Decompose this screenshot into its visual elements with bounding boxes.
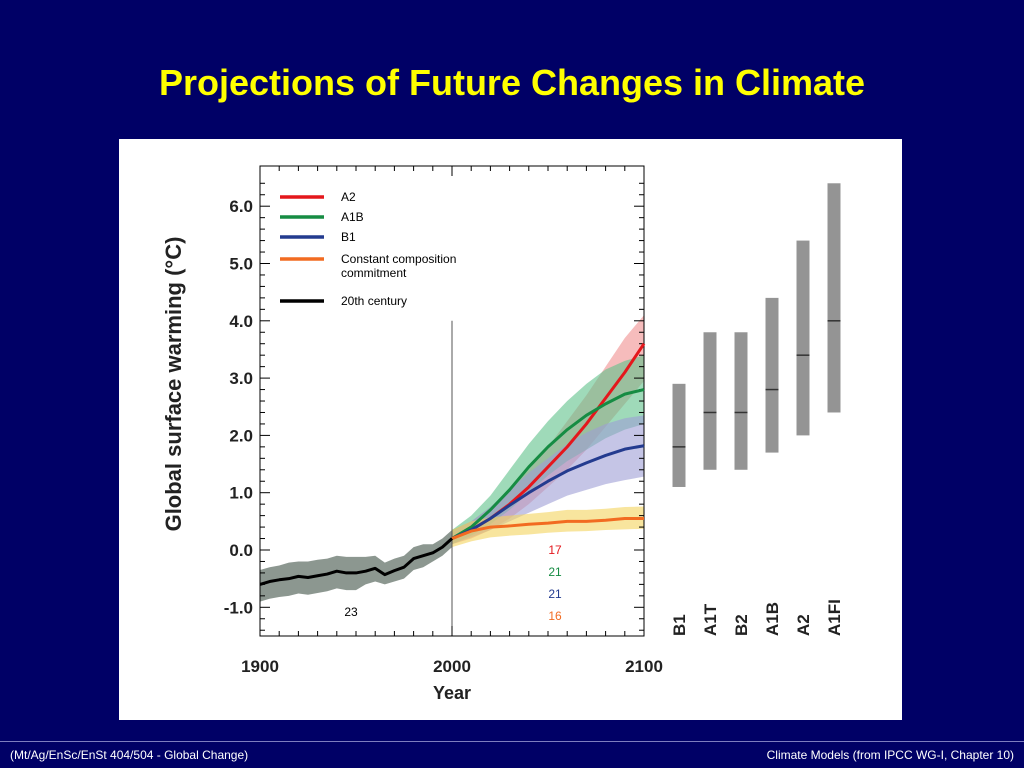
y-axis-title: Global surface warming (°C) (161, 237, 186, 532)
series-lines (259, 342, 646, 586)
footer-source-label: Climate Models (from IPCC WG-I, Chapter … (766, 748, 1014, 762)
band-constant-composition-commitment (452, 506, 644, 548)
y-tick-label: 5.0 (229, 255, 253, 274)
scenario-label: A1B (763, 602, 782, 636)
model-count-annotations: 23 17 21 21 16 (344, 543, 562, 623)
range-bar-a1t (703, 332, 717, 470)
scenario-range-bars: B1 A1T B2 A1B A2 A1FI (670, 183, 844, 636)
band-a1b (452, 355, 644, 545)
range-bar-a1b (765, 297, 779, 453)
model-count-label: 21 (548, 587, 562, 601)
legend-label: B1 (341, 230, 356, 244)
scenario-label: A1FI (825, 599, 844, 636)
scenario-label: B1 (670, 614, 689, 636)
legend-label: A2 (341, 190, 356, 204)
x-tick-label: 2100 (625, 657, 663, 676)
model-count-label: 23 (344, 605, 358, 619)
line-b1 (451, 444, 645, 540)
legend-label: 20th century (341, 294, 407, 308)
band-20th-century (260, 529, 452, 602)
y-tick-label: 0.0 (229, 541, 253, 560)
figure-panel: A2 A1B B1 Constant composition commitment 20t… (119, 139, 902, 720)
line-a1b (451, 388, 645, 540)
axis-labels: -1.0 0.0 1.0 2.0 3.0 4.0 5.0 6.0 1900 2000 2100 Yea… (161, 197, 663, 703)
legend-label: A1B (341, 210, 364, 224)
scenario-label: B2 (732, 614, 751, 636)
footer-divider (0, 741, 1024, 742)
x-tick-label: 2000 (433, 657, 471, 676)
x-axis-title: Year (433, 683, 471, 703)
model-count-label: 17 (548, 543, 562, 557)
footer-course-label: (Mt/Ag/EnSc/EnSt 404/504 - Global Change… (10, 748, 249, 762)
y-tick-label: 2.0 (229, 426, 253, 445)
x-tick-label: 1900 (241, 657, 279, 676)
range-bar-b2 (734, 332, 748, 470)
legend-label: Constant composition (341, 252, 456, 266)
y-tick-label: 6.0 (229, 197, 253, 216)
scenario-label: A2 (794, 614, 813, 636)
model-count-label: 16 (548, 609, 562, 623)
line-constant-composition-commitment (451, 516, 644, 540)
range-bar-a2 (796, 240, 810, 436)
range-bar-a1fi (827, 183, 841, 413)
line-20th-century (259, 537, 454, 586)
scenario-label: A1T (701, 603, 720, 636)
y-tick-label: 3.0 (229, 369, 253, 388)
y-tick-label: 1.0 (229, 484, 253, 503)
model-count-label: 21 (548, 565, 562, 579)
range-bar-b1 (672, 383, 686, 487)
slide-title: Projections of Future Changes in Climate (158, 62, 866, 103)
y-tick-label: 4.0 (229, 312, 253, 331)
plot-frame (259, 165, 645, 637)
legend-label: commitment (341, 266, 407, 280)
y-tick-label: -1.0 (224, 598, 253, 617)
